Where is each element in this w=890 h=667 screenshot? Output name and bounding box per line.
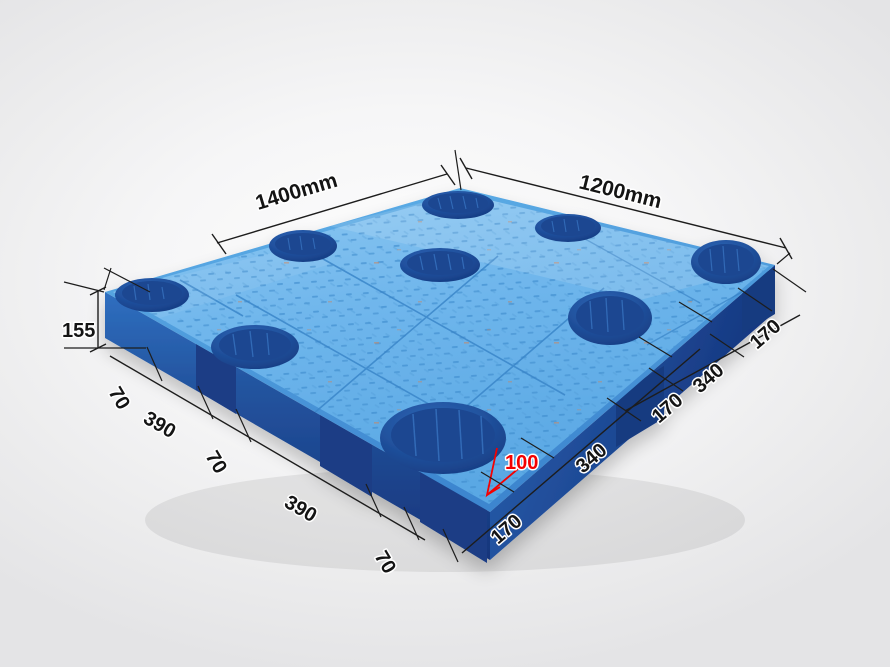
dimension-width-1200 <box>459 157 793 265</box>
foot-cavity <box>269 230 337 262</box>
label-left-70-b: 70 <box>201 447 231 477</box>
dimension-right-chain <box>606 268 807 422</box>
pallet-body <box>105 188 775 563</box>
foot-cavity <box>380 402 506 474</box>
label-length-1400: 1400mm <box>253 169 340 215</box>
foot-cavity <box>211 325 299 369</box>
foot-cavity <box>115 278 189 312</box>
dimension-bottom-chain <box>461 301 713 554</box>
label-left-70-a: 70 <box>104 383 134 413</box>
foot-cavity <box>568 291 652 345</box>
foot-cavity <box>422 191 494 219</box>
dimension-left-chain <box>109 346 459 563</box>
label-height-155: 155 <box>62 320 95 342</box>
foot-cavity <box>691 240 761 284</box>
dimension-length-1400 <box>103 149 462 291</box>
label-left-390-a: 390 <box>140 407 180 443</box>
dimension-red-100 <box>485 447 520 498</box>
label-red-100: 100 <box>505 452 538 474</box>
deck-texture-group <box>113 193 769 504</box>
pallet-foot-cavities <box>115 191 761 474</box>
dimension-height-155 <box>63 267 151 353</box>
foot-cavity <box>400 248 480 282</box>
foot-cavity <box>535 214 601 242</box>
